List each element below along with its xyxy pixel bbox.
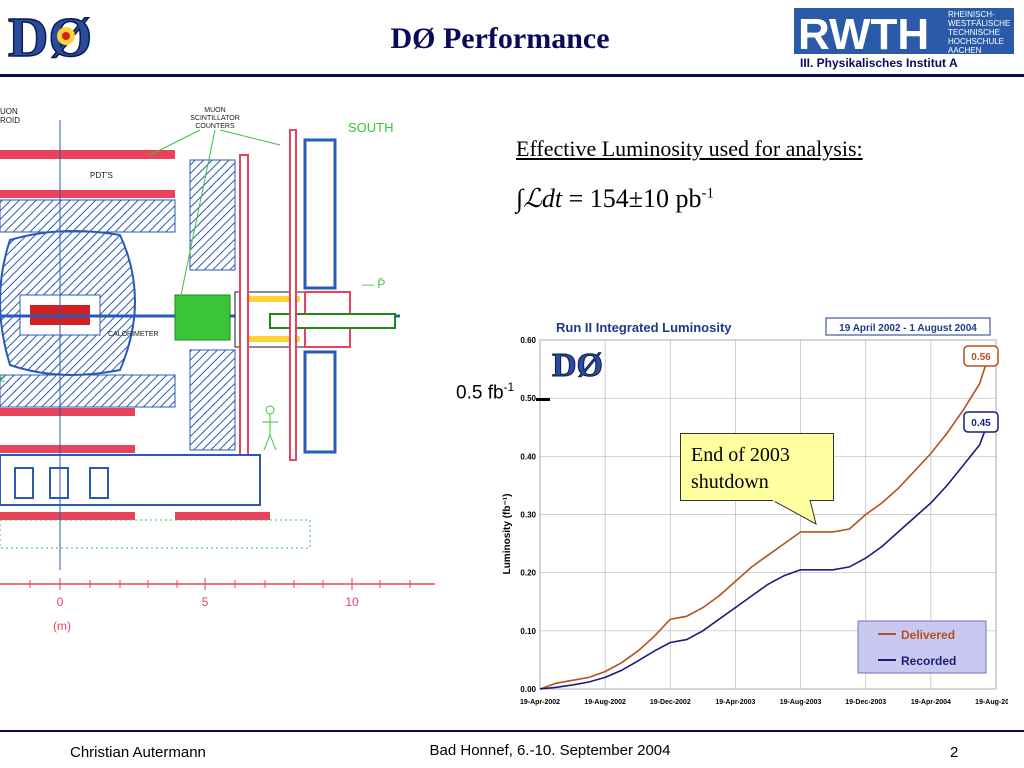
label-muon-toroid-1: UON	[0, 107, 18, 116]
callout-text: 0.5 fb	[456, 382, 504, 404]
footer-author: Christian Autermann	[70, 744, 206, 761]
chart-date-range: 19 April 2002 - 1 August 2004	[839, 323, 977, 334]
rwth-line-3: TECHNISCHE	[948, 28, 1000, 37]
label-scint-3: COUNTERS	[195, 123, 235, 130]
label-muon-toroid-2: ROID	[0, 116, 20, 125]
scale-tick-5: 5	[202, 595, 209, 609]
note-line-1: End of 2003	[691, 444, 790, 466]
rwth-line-2: WESTFÄLISCHE	[948, 19, 1010, 28]
do-logo-text: DØ	[8, 7, 92, 66]
series-line-recorded	[539, 427, 987, 690]
note-pointer	[771, 500, 817, 525]
formula-rest: = 154±10 pb	[562, 184, 702, 213]
scale-tick-0: 0	[57, 595, 64, 609]
label-scint-2: SCINTILLATOR	[190, 115, 240, 122]
x-tick-label: 19-Aug-2003	[780, 699, 822, 706]
luminosity-chart: Run II Integrated Luminosity 19 April 20…	[498, 312, 1017, 714]
footer-page: 2	[950, 744, 959, 761]
footer-divider	[0, 730, 1024, 732]
rwth-line-4: HOCHSCHULE	[948, 37, 1004, 46]
y-tick-label: 0.20	[520, 569, 536, 578]
x-tick-label: 19-Aug-2002	[584, 699, 626, 706]
half-fb-callout: 0.5 fb-1	[456, 380, 514, 404]
footer-event: Bad Honnef, 6.-10. September 2004	[429, 742, 671, 759]
chart-do-logo: DØ	[552, 347, 604, 385]
y-tick-label: 0.50	[520, 394, 536, 403]
label-c: c	[0, 374, 5, 385]
label-calorimeter: CALORIMETER	[108, 331, 159, 338]
person-figure	[262, 405, 278, 451]
page-title: DØ Performance	[390, 22, 610, 55]
iron-bar-top	[0, 150, 175, 159]
rwth-logo-text: RWTH	[798, 10, 929, 54]
formula-expr: ℒdt	[523, 184, 563, 213]
x-tick-label: 19-Apr-2002	[520, 699, 560, 706]
x-tick-label: 19-Aug-2004	[975, 699, 1008, 706]
formula-exp: -1	[701, 185, 715, 202]
label-pdts: PDT'S	[90, 171, 113, 180]
x-tick-label: 19-Apr-2004	[911, 699, 951, 706]
institute-label: III. Physikalisches Institut A	[800, 56, 958, 70]
scale-unit: (m)	[53, 619, 71, 633]
end-label-delivered: 0.56	[971, 352, 991, 363]
y-tick-label: 0.60	[520, 336, 536, 345]
rwth-line-5: AACHEN	[948, 46, 982, 54]
x-tick-label: 19-Apr-2003	[715, 699, 755, 706]
iron-bar-4	[0, 445, 135, 453]
y-tick-label: 0.30	[520, 511, 536, 520]
luminosity-formula: ∫ℒdt = 154±10 pb-1	[516, 184, 714, 214]
y-tick-label: 0.10	[520, 627, 536, 636]
do-logo: DØ	[4, 4, 128, 70]
label-scint-1: MUON	[204, 107, 225, 114]
callout-exp: -1	[503, 380, 515, 394]
x-tick-label: 19-Dec-2003	[845, 699, 886, 706]
shutdown-note: End of 2003 shutdown	[680, 433, 834, 501]
iron-bar-5	[0, 512, 135, 520]
label-south: SOUTH	[348, 120, 394, 135]
effective-luminosity-heading: Effective Luminosity used for analysis:	[516, 136, 863, 161]
integral-sign: ∫	[516, 184, 524, 213]
legend-delivered: Delivered	[901, 628, 955, 642]
chart-title: Run II Integrated Luminosity	[556, 320, 732, 335]
end-label-recorded: 0.45	[971, 418, 991, 429]
series-line-delivered	[539, 363, 987, 690]
detector-diagram: UON ROID MUON SCINTILLATOR COUNTERS PDT'…	[0, 100, 440, 640]
chart-legend	[857, 620, 987, 674]
y-tick-label: 0.00	[520, 685, 536, 694]
chart-do-logo-text: DØ	[552, 347, 603, 384]
rwth-line-1: RHEINISCH-	[948, 10, 995, 19]
iron-bar-3	[0, 408, 135, 416]
label-pbar: — P̄	[362, 277, 385, 291]
legend-recorded: Recorded	[901, 654, 956, 668]
scale-tick-10: 10	[345, 595, 359, 609]
x-tick-label: 19-Dec-2002	[650, 699, 691, 706]
note-line-2: shutdown	[691, 471, 769, 493]
rwth-logo: RWTH RHEINISCH- WESTFÄLISCHE TECHNISCHE …	[794, 8, 1014, 59]
chart-ylabel: Luminosity (fb⁻¹)	[502, 494, 513, 575]
iron-bar-2	[0, 190, 175, 198]
y-tick-label: 0.40	[520, 452, 536, 461]
callout-marker	[536, 398, 550, 401]
header-divider	[0, 74, 1024, 77]
